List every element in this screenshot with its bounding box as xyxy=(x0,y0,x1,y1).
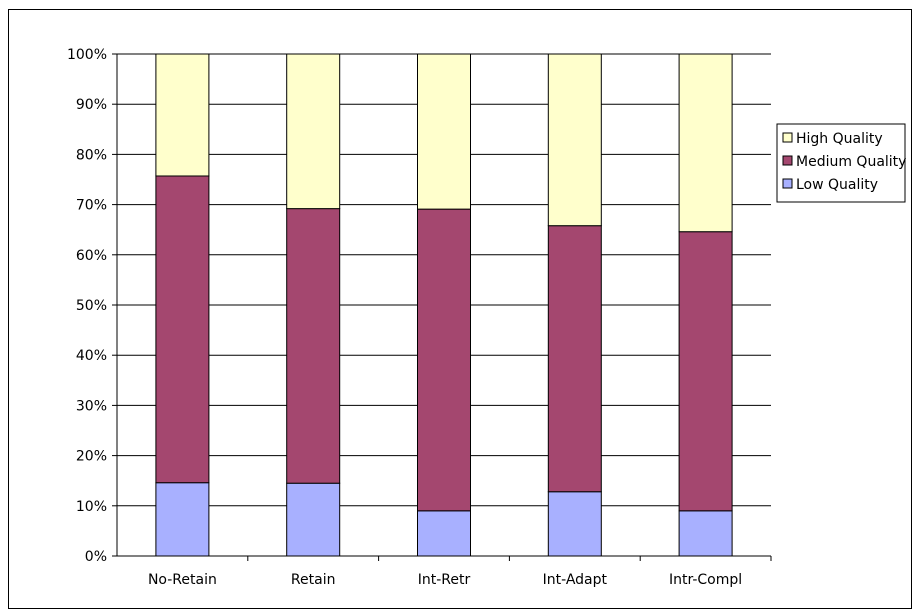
y-tick-label: 50% xyxy=(76,298,107,314)
bar-segment xyxy=(547,53,602,227)
bar-segment xyxy=(678,53,733,233)
y-tick-label: 100% xyxy=(67,47,107,63)
bar-segment xyxy=(678,231,733,512)
bar-segment xyxy=(417,208,471,512)
bar-segment xyxy=(417,510,471,557)
y-tick-label: 60% xyxy=(76,248,107,264)
y-tick-label: 0% xyxy=(85,549,107,565)
bar-segment xyxy=(286,53,341,210)
y-tick-label: 40% xyxy=(76,348,107,364)
x-tick-label: Retain xyxy=(291,572,336,588)
y-tick-label: 70% xyxy=(76,198,107,214)
bar-segment xyxy=(547,491,602,557)
y-tick-label: 10% xyxy=(76,499,107,515)
legend-label: Low Quality xyxy=(796,177,878,193)
y-tick-label: 80% xyxy=(76,147,107,163)
bar-segment xyxy=(286,482,341,557)
bar-segment xyxy=(678,510,733,557)
x-tick-label: Int-Retr xyxy=(418,572,471,588)
x-axis-ticks: No-Retain Retain Int-Retr Int-Adapt Intr-Com… xyxy=(148,556,772,588)
legend-swatch xyxy=(782,178,793,189)
x-tick-label: No-Retain xyxy=(148,572,217,588)
bars xyxy=(155,53,733,557)
y-tick-label: 20% xyxy=(76,449,107,465)
axes xyxy=(116,54,771,557)
y-tick-label: 30% xyxy=(76,398,107,414)
bar-segment xyxy=(286,208,341,484)
y-tick-label: 90% xyxy=(76,97,107,113)
legend-swatch xyxy=(782,155,793,166)
legend-box xyxy=(776,123,906,203)
bar-segment xyxy=(155,53,210,177)
x-tick-label: Int-Adapt xyxy=(543,572,608,588)
bar-segment xyxy=(155,175,210,484)
bar-segment xyxy=(417,53,471,210)
legend-label: Medium Quality xyxy=(796,154,906,170)
legend-label: High Quality xyxy=(796,131,883,147)
x-tick-label: Intr-Compl xyxy=(669,572,742,588)
legend: High Quality Medium Quality Low Quality xyxy=(776,123,906,203)
y-axis-ticks: 0% 10% 20% 30% 40% 50% 60% 70% 80% 90% 100% xyxy=(67,47,117,565)
legend-swatch xyxy=(782,132,793,143)
bar-segment xyxy=(547,225,602,493)
bar-segment xyxy=(155,482,210,557)
